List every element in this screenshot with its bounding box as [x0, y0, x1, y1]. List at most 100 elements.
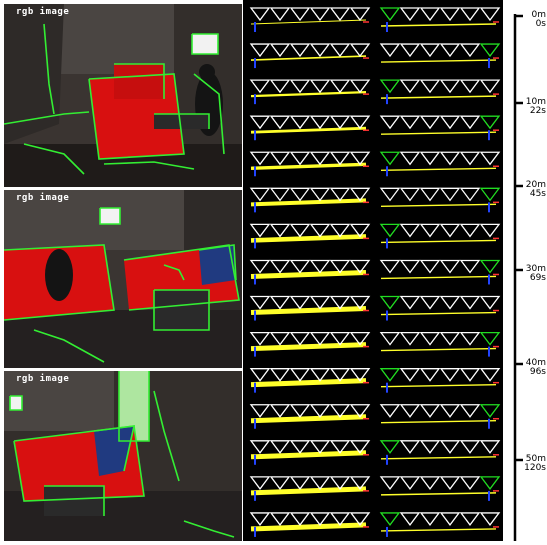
camera-frustum — [479, 79, 501, 94]
camera-frustum — [379, 404, 401, 418]
camera-frustum — [269, 476, 291, 490]
camera-frustum — [399, 295, 421, 310]
camera-frustum — [419, 151, 441, 166]
camera-frustum — [309, 223, 331, 238]
trajectory-row-0-col-0 — [249, 7, 371, 32]
camera-frustum — [459, 476, 481, 490]
trajectory-row-2-col-0 — [249, 79, 371, 105]
camera-frustum — [309, 331, 331, 346]
rgb-panel-1: rgb image — [4, 4, 242, 187]
camera-frustum — [269, 259, 291, 274]
camera-frustum — [399, 512, 421, 527]
camera-frustum — [419, 7, 441, 22]
camera-frustum — [289, 368, 311, 382]
trajectory-row-8-col-0 — [249, 295, 371, 321]
camera-frustum — [289, 223, 311, 238]
trajectory-row-6-col-1 — [379, 223, 501, 249]
camera-frustum — [419, 79, 441, 94]
camera-frustum — [249, 187, 271, 202]
tick-time-label: 45s — [529, 189, 546, 199]
camera-frustum — [459, 404, 481, 418]
camera-frustum — [269, 331, 291, 346]
camera-frustum — [479, 440, 501, 454]
camera-frustum — [379, 259, 401, 274]
camera-frustum — [309, 404, 331, 418]
camera-frustum — [399, 331, 421, 346]
camera-frustum — [329, 259, 351, 274]
camera-frustum — [479, 259, 501, 274]
camera-frustum — [249, 368, 271, 382]
camera-frustum — [459, 115, 481, 130]
camera-frustum — [309, 259, 331, 274]
scene-image-2 — [4, 190, 242, 368]
camera-frustum — [329, 476, 351, 490]
camera-frustum — [309, 115, 331, 130]
camera-frustum — [349, 259, 371, 274]
camera-frustum — [329, 151, 351, 166]
camera-frustum — [479, 151, 501, 166]
camera-frustum — [379, 79, 401, 94]
camera-frustum — [479, 7, 501, 22]
camera-frustum — [309, 7, 331, 22]
tick-time-label: 22s — [529, 106, 546, 116]
camera-frustum — [289, 404, 311, 418]
camera-frustum — [249, 440, 271, 454]
camera-frustum — [379, 187, 401, 202]
camera-frustum — [379, 476, 401, 490]
camera-frustum — [419, 331, 441, 346]
camera-frustum — [399, 368, 421, 382]
camera-frustum — [309, 512, 331, 527]
camera-frustum — [289, 259, 311, 274]
camera-frustum — [269, 223, 291, 238]
tick-distance-label: 0m — [531, 10, 547, 20]
camera-frustum — [459, 187, 481, 202]
camera-frustum — [379, 331, 401, 346]
camera-frustum — [289, 476, 311, 490]
tick-distance-label: 50m — [525, 454, 546, 464]
camera-frustum — [399, 79, 421, 94]
camera-frustum — [289, 512, 311, 527]
panel-label-3: rgb image — [16, 374, 70, 384]
trajectory-row-12-col-1 — [379, 440, 501, 465]
camera-frustum — [439, 440, 461, 454]
trajectory-row-7-col-1 — [379, 259, 501, 285]
camera-frustum — [289, 43, 311, 58]
camera-frustum — [479, 404, 501, 418]
trajectory-row-13-col-1 — [379, 476, 501, 501]
camera-frustum — [269, 43, 291, 58]
camera-frustum — [419, 404, 441, 418]
camera-frustum — [459, 512, 481, 527]
trajectory-row-11-col-0 — [249, 404, 371, 429]
camera-frustum — [289, 295, 311, 310]
camera-frustum — [479, 43, 501, 58]
scene-image-1 — [4, 4, 242, 187]
camera-frustum — [459, 368, 481, 382]
trajectory-row-3-col-0 — [249, 115, 371, 141]
camera-frustum — [269, 512, 291, 527]
camera-frustum — [329, 115, 351, 130]
camera-frustum — [249, 295, 271, 310]
camera-frustum — [329, 512, 351, 527]
timeline-axis: 0m 0s 10m 22s 20m 45s 30m 69s 40m 96s 50m 120s — [503, 0, 547, 541]
camera-frustum — [249, 476, 271, 490]
camera-frustum — [349, 476, 371, 490]
camera-frustum — [439, 295, 461, 310]
camera-frustum — [399, 187, 421, 202]
camera-frustum — [329, 368, 351, 382]
camera-frustum — [379, 512, 401, 527]
camera-frustum — [329, 295, 351, 310]
camera-frustum — [309, 151, 331, 166]
camera-frustum — [329, 223, 351, 238]
camera-frustum — [439, 512, 461, 527]
camera-frustum — [329, 79, 351, 94]
camera-frustum — [349, 295, 371, 310]
camera-frustum — [309, 476, 331, 490]
camera-frustum — [439, 187, 461, 202]
trajectory-row-14-col-1 — [379, 512, 501, 537]
camera-frustum — [249, 43, 271, 58]
camera-frustum — [399, 440, 421, 454]
trajectory-row-2-col-1 — [379, 79, 501, 105]
camera-frustum — [459, 440, 481, 454]
camera-frustum — [269, 115, 291, 130]
camera-frustum — [329, 440, 351, 454]
